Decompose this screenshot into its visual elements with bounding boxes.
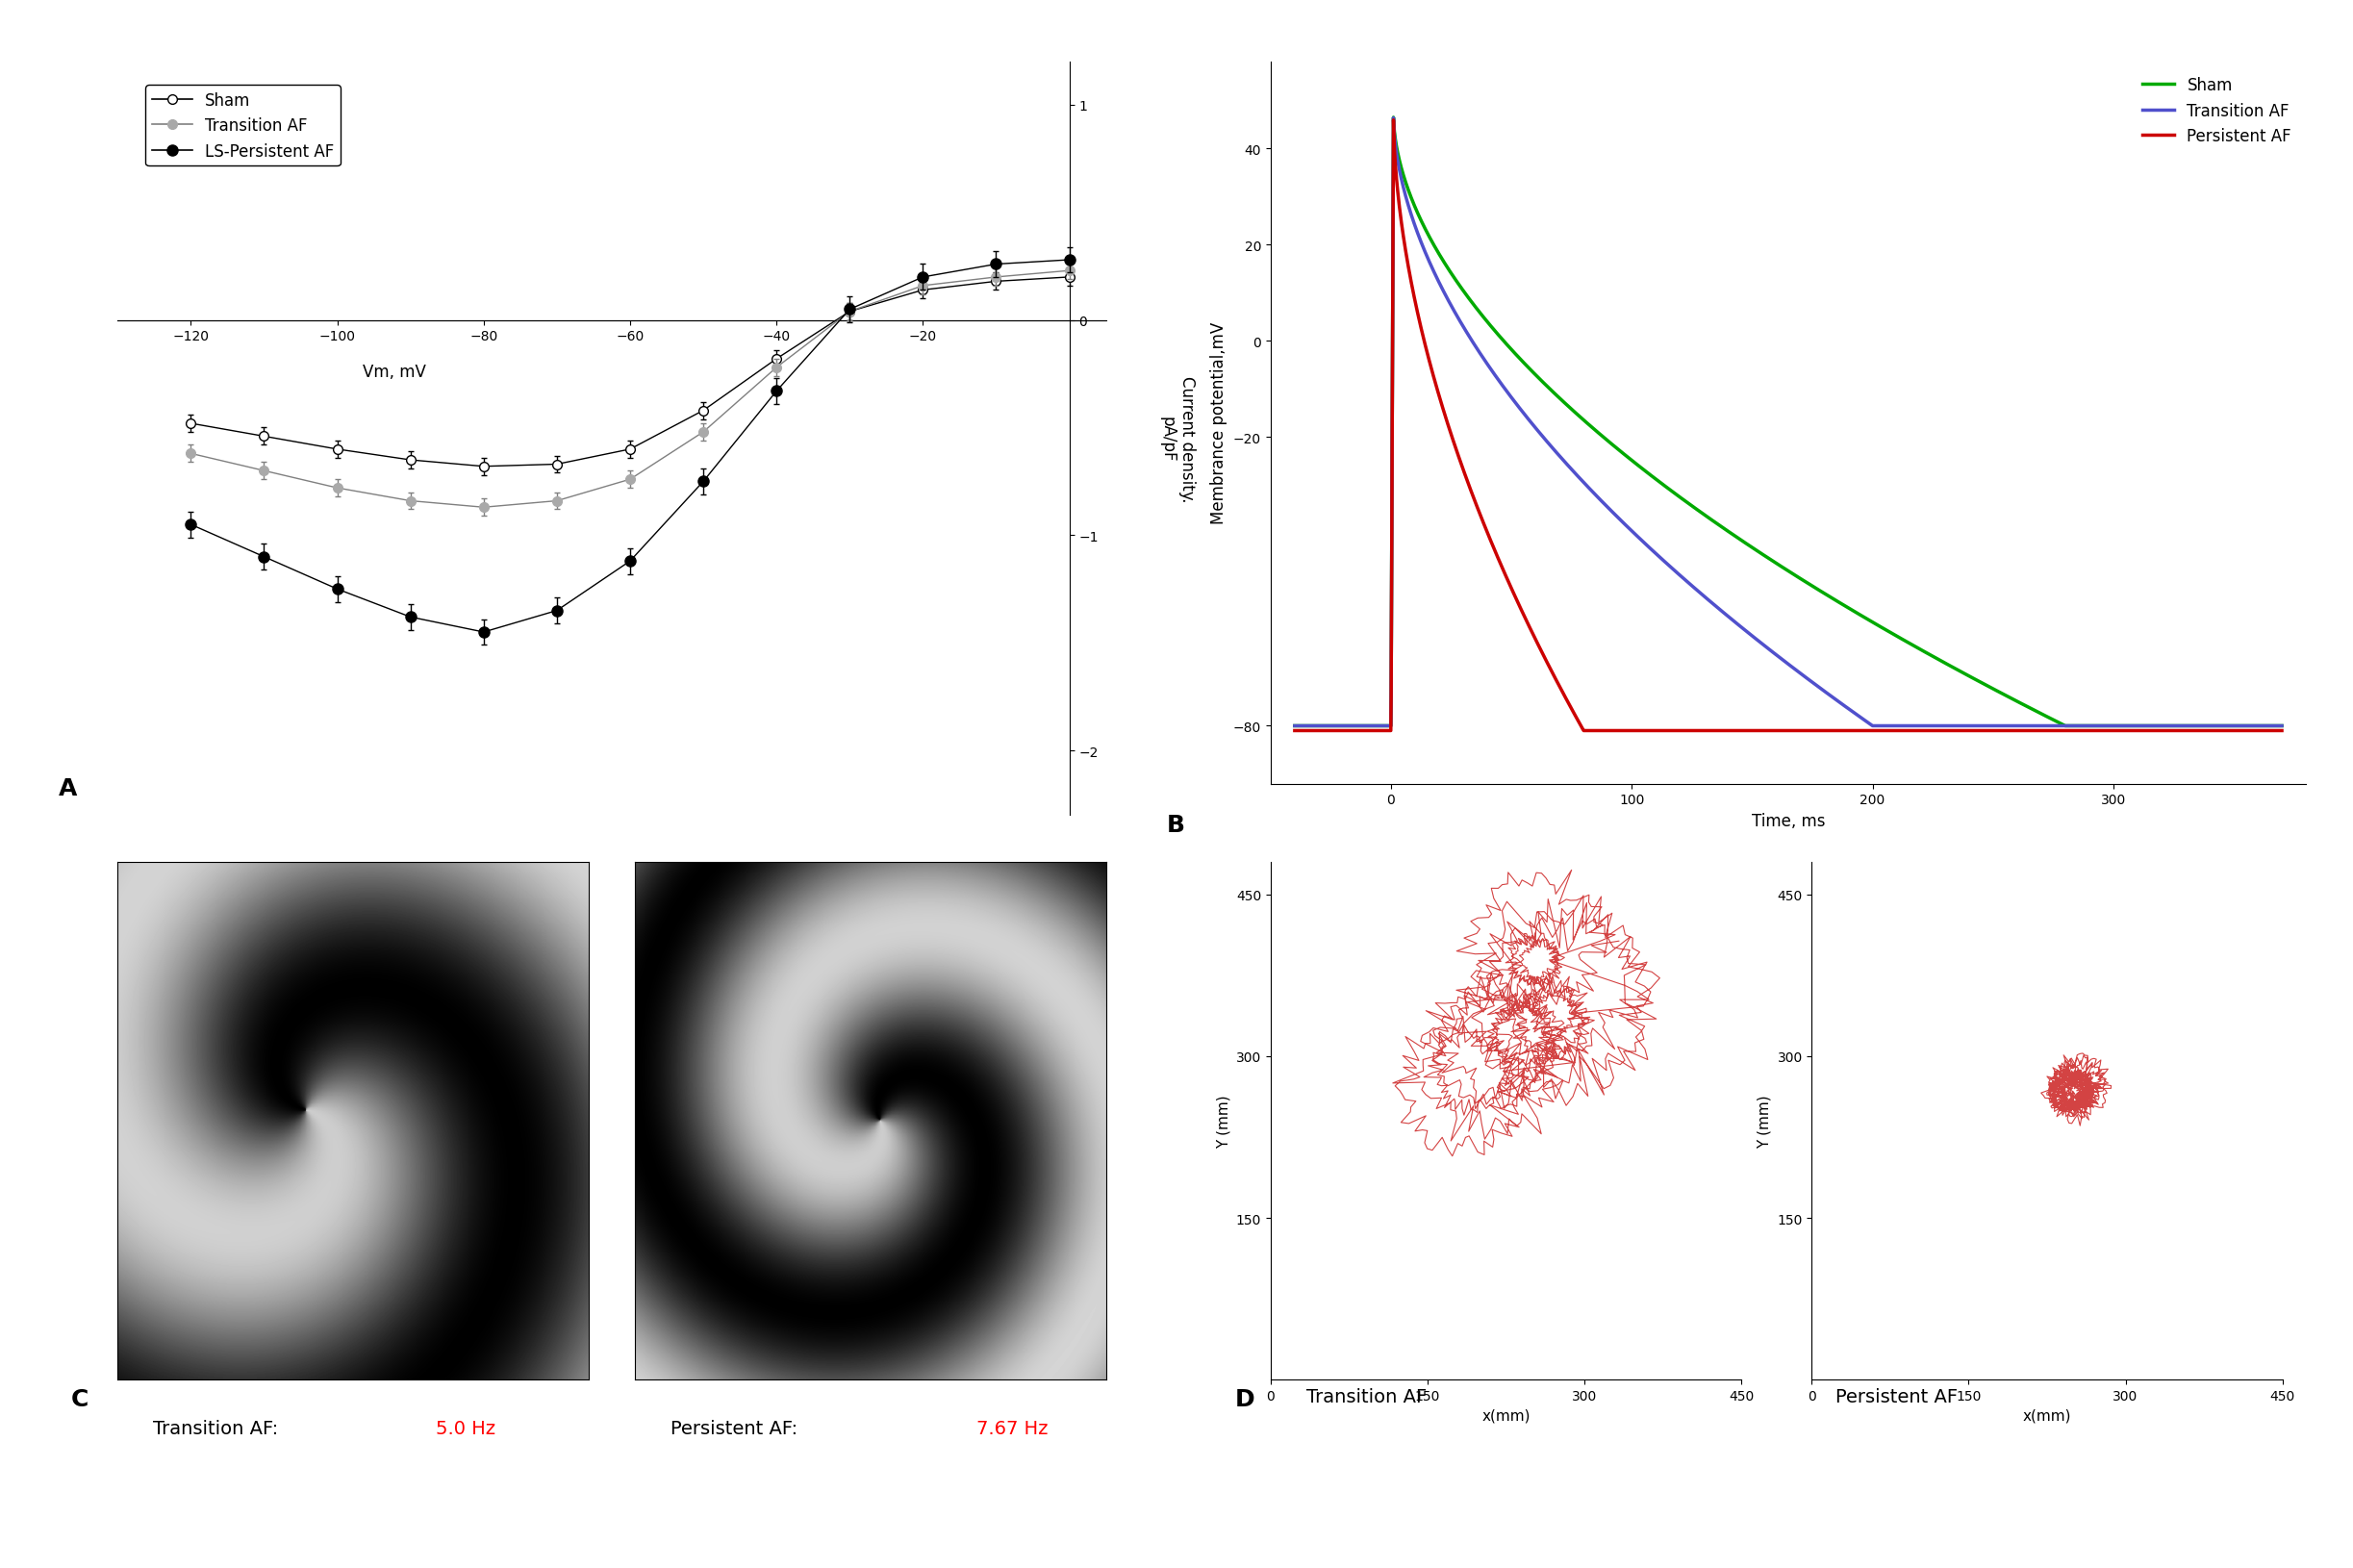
Persistent AF xyxy=(1659,721,1687,740)
Text: Transition AF: Transition AF xyxy=(1306,1388,1426,1406)
Persistent AF xyxy=(1701,721,1729,740)
Line: Sham: Sham xyxy=(1294,118,2282,726)
X-axis label: x(mm): x(mm) xyxy=(2024,1408,2071,1422)
Y-axis label: Y (mm): Y (mm) xyxy=(1217,1094,1231,1148)
Persistent AF xyxy=(2268,721,2297,740)
Persistent AF xyxy=(1379,111,1407,130)
Text: C: C xyxy=(71,1388,89,1411)
Sham xyxy=(1280,717,1308,735)
Text: Transition AF:: Transition AF: xyxy=(153,1419,285,1438)
Text: D: D xyxy=(1235,1388,1254,1411)
Transition AF xyxy=(1280,717,1308,735)
Persistent AF xyxy=(1452,469,1480,488)
Sham xyxy=(1701,514,1729,533)
Transition AF xyxy=(2268,717,2297,735)
Transition AF xyxy=(1452,323,1480,342)
Text: Persistent AF: Persistent AF xyxy=(1835,1388,1958,1406)
Sham xyxy=(1379,108,1407,127)
Transition AF xyxy=(1701,597,1729,616)
Sham xyxy=(1659,483,1687,502)
Transition AF xyxy=(2141,717,2169,735)
Text: A: A xyxy=(59,778,78,800)
Transition AF xyxy=(1393,194,1421,213)
Sham xyxy=(2268,717,2297,735)
Y-axis label: Current density.
pA/pF: Current density. pA/pF xyxy=(1158,376,1195,502)
X-axis label: Time, ms: Time, ms xyxy=(1751,812,1826,829)
Persistent AF xyxy=(1280,721,1308,740)
Sham xyxy=(2249,717,2278,735)
Line: Transition AF: Transition AF xyxy=(1294,119,2282,726)
Sham xyxy=(2141,717,2169,735)
Text: Persistent AF:: Persistent AF: xyxy=(671,1419,805,1438)
X-axis label: Vm, mV: Vm, mV xyxy=(362,364,426,381)
Line: Persistent AF: Persistent AF xyxy=(1294,121,2282,731)
Transition AF xyxy=(2249,717,2278,735)
Persistent AF xyxy=(1393,254,1421,273)
Legend: Sham, Transition AF, Persistent AF: Sham, Transition AF, Persistent AF xyxy=(2137,71,2299,152)
Persistent AF xyxy=(2249,721,2278,740)
Y-axis label: Membrance potential,mV: Membrance potential,mV xyxy=(1209,323,1228,524)
X-axis label: x(mm): x(mm) xyxy=(1482,1408,1529,1422)
Legend: Sham, Transition AF, LS-Persistent AF: Sham, Transition AF, LS-Persistent AF xyxy=(146,86,341,166)
Sham xyxy=(1393,179,1421,198)
Text: 5.0 Hz: 5.0 Hz xyxy=(435,1419,494,1438)
Text: 7.67 Hz: 7.67 Hz xyxy=(976,1419,1047,1438)
Persistent AF xyxy=(2141,721,2169,740)
Y-axis label: Y (mm): Y (mm) xyxy=(1758,1094,1772,1148)
Transition AF xyxy=(1659,561,1687,580)
Text: B: B xyxy=(1167,812,1186,836)
Sham xyxy=(1452,285,1480,304)
Transition AF xyxy=(1379,110,1407,129)
